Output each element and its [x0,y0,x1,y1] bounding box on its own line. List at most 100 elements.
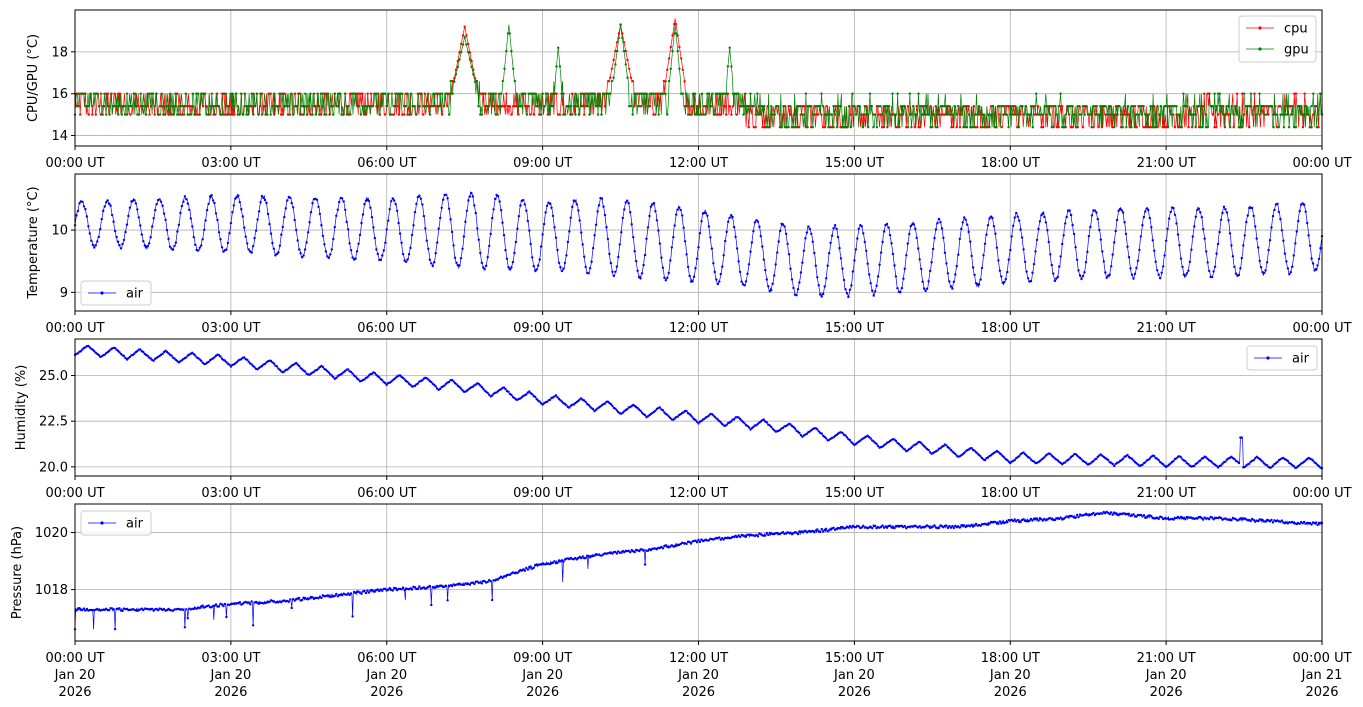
data-point [382,249,385,252]
data-point [444,193,448,196]
data-point [404,105,407,108]
x-tick-label: Jan 20 [677,668,719,683]
data-point [443,384,446,387]
data-point [754,126,757,129]
data-point [875,284,878,287]
data-point [222,113,226,116]
data-point [413,586,417,589]
data-point [906,105,910,108]
data-point [1012,224,1015,227]
data-point [806,126,809,129]
data-point [1270,105,1274,108]
data-point [958,237,961,241]
data-point [734,235,737,239]
data-point [176,113,179,116]
data-point [949,526,953,529]
data-point [637,549,641,553]
data-point [243,226,246,229]
data-point [568,406,571,409]
data-point [1202,228,1205,231]
data-point [685,253,688,256]
data-point [619,23,622,26]
data-point [442,198,445,201]
data-point [319,92,323,95]
data-point [906,126,910,129]
data-point [927,525,930,528]
plot-area [73,510,1324,631]
data-point [801,113,804,116]
data-point [825,527,828,530]
data-point [732,418,736,421]
data-point [82,92,85,95]
data-point [167,352,170,355]
data-point [642,549,645,552]
data-point [983,458,987,462]
legend-marker-cpu [1258,26,1262,30]
data-point [640,411,644,414]
data-point [203,228,206,231]
data-point [347,368,350,371]
data-point [453,256,457,259]
data-point [936,126,939,129]
data-point [848,439,852,442]
data-point [652,113,655,116]
data-point [113,346,117,350]
data-point [1029,105,1033,108]
data-point [777,240,780,243]
data-point [671,49,674,53]
data-point [402,113,406,116]
data-point [1032,262,1036,266]
data-point [765,421,768,424]
data-point [446,599,449,602]
data-point [1031,271,1034,274]
data-point [508,105,511,108]
data-point [874,524,877,528]
data-point [1176,515,1180,519]
data-point [112,608,115,611]
data-point [1031,519,1034,522]
data-point [982,254,985,257]
data-point [718,280,721,283]
data-point [385,105,388,108]
data-point [594,223,598,226]
data-point [688,113,691,116]
data-point [96,92,99,95]
data-point [650,92,653,95]
x-tick-label: 18:00 UT [981,486,1040,501]
data-point [459,257,463,260]
data-point [591,92,595,95]
data-point [548,202,552,206]
data-point [927,448,930,452]
data-point [697,422,700,425]
data-point [198,246,201,249]
data-point [986,456,990,459]
data-point [732,225,736,229]
series-markers-gpu [73,23,1324,129]
data-point [1246,105,1249,108]
data-point [324,92,328,95]
data-point [439,92,442,95]
data-point [970,254,973,258]
data-point [943,251,947,254]
data-point [1154,113,1157,116]
data-point [176,230,179,233]
data-point [887,226,890,229]
data-point [835,227,838,230]
data-point [583,92,586,95]
data-point [372,226,375,229]
data-point [877,105,880,108]
data-point [331,113,335,116]
data-point [182,608,185,611]
data-point [689,414,693,417]
data-point [759,235,762,238]
data-point [638,92,641,95]
data-point [1049,253,1052,256]
data-point [217,105,220,108]
data-point [1283,252,1287,255]
data-point [1126,105,1130,108]
data-point [795,294,798,297]
data-point [437,105,440,108]
data-point [1016,126,1019,129]
data-point [856,237,859,240]
data-point [81,348,84,351]
